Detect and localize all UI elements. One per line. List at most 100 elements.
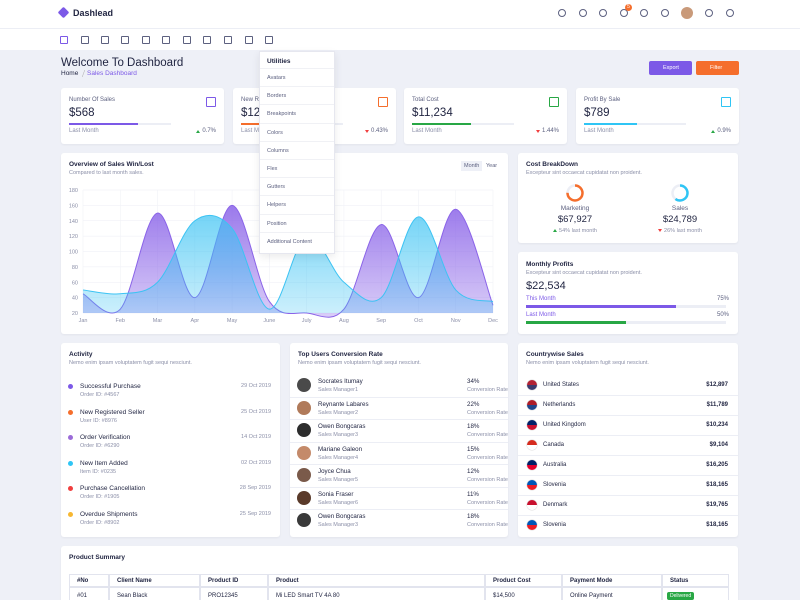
nav-icon[interactable] [162,36,170,44]
stat-period: Last Month [241,128,271,134]
action-button[interactable]: Export [649,61,692,75]
stat-change: 1.44% [541,128,559,134]
dropdown-divider [260,231,334,233]
x-tick-label: Aug [339,318,349,324]
nav-icon[interactable] [101,36,109,44]
user-rate: 34% [467,378,480,385]
header-icon[interactable] [640,9,648,17]
user-role: Sales Manager3 [318,432,359,438]
nav-icon[interactable] [81,36,89,44]
dropdown-item[interactable]: Gutters [267,184,286,191]
row-divider [290,464,508,465]
card-title: Countrywise Sales [526,351,584,358]
nav-icon[interactable] [224,36,232,44]
card-subtitle: Nemo enim ipsam voluptatem fugit sequi n… [69,360,192,366]
user-avatar [297,513,311,527]
header-icon[interactable] [726,9,734,17]
nav-icon[interactable] [245,36,253,44]
dropdown-item[interactable]: Borders [267,93,287,100]
bar-track [526,321,726,324]
cell: #01 [69,587,109,600]
dropdown-divider [260,213,334,215]
card-subtitle: Excepteur sint occaecat cupidatat non pr… [526,170,642,176]
header-icon[interactable] [705,9,713,17]
nav-icon[interactable] [142,36,150,44]
cell-text: Sean Black [117,593,148,599]
nav-icon[interactable] [265,36,273,44]
nav-icon[interactable] [203,36,211,44]
country-name: Australia [543,462,567,468]
dropdown-item[interactable]: Avatars [267,75,286,81]
toggle[interactable]: Month [461,161,483,171]
user-name: Owen Bongcaras [318,423,366,430]
profits-card: Monthly Profits Excepteur sint occaecat c… [518,252,738,334]
stat-period: Last Month [584,128,614,134]
dropdown-item[interactable]: Flex [267,166,278,172]
avatar[interactable] [681,7,693,19]
header-icon[interactable] [661,9,669,17]
y-tick-label: 60 [72,280,78,286]
dropdown-divider [260,86,334,88]
nav-icon[interactable] [121,36,129,44]
activity-date: 29 Oct 2019 [241,383,271,389]
dropdown-item[interactable]: Colors [267,129,283,136]
user-rate: 11% [467,490,479,498]
dropdown-item[interactable]: Position [267,220,287,227]
dropdown-divider [260,177,334,179]
activity-dot [68,435,73,440]
arrow-down [536,130,540,133]
header-cell: Product Cost [485,574,562,587]
users-card: Top Users Conversion Rate Nemo enim ipsam… [290,343,508,537]
cell: Delivered [662,587,729,600]
nav-icon[interactable] [183,36,191,44]
button-label: Filter [710,65,723,71]
activity-sub: User ID: #8976 [80,417,117,424]
cell: Online Payment [562,587,662,600]
activity-date: 25 Oct 2019 [241,408,271,415]
user-name: Joyce Chua [318,468,351,475]
header-icon[interactable] [558,9,566,17]
dropdown-item[interactable]: Additional Content [267,238,312,245]
progress-fill [412,123,472,125]
row-divider [518,515,738,516]
cell-text: $14,500 [493,593,515,599]
user-metric: Conversion Rate [467,387,508,393]
stat-icon [721,97,731,107]
stat-period: Last Month [69,128,99,134]
card-subtitle: Excepteur sint occaecat cupidatat non pr… [526,270,642,276]
user-rate: 22% [467,400,480,408]
toggle[interactable]: Year [486,163,498,169]
breadcrumb-home: Home [61,70,79,77]
user-avatar [297,378,311,392]
stat-value: $568 [69,107,95,119]
column-header: Client Name [117,578,152,584]
flag [527,500,537,510]
dropdown-item[interactable]: Breakpoints [267,111,297,118]
x-tick-label: Feb [116,318,125,324]
activity-dot [68,511,73,517]
nav-bar [0,29,800,50]
header-icon[interactable] [599,9,607,17]
action-button[interactable]: Filter [696,61,739,75]
header-icon[interactable] [579,9,587,17]
header-icon[interactable] [620,9,628,17]
dropdown-item[interactable]: Helpers [267,202,286,209]
profit-value: $22,534 [526,280,566,292]
stat-value: $11,234 [412,107,453,119]
row-divider [290,509,508,510]
cost-label: Marketing [560,205,590,212]
user-avatar [297,423,311,437]
dropdown-item[interactable]: Columns [267,147,289,154]
x-tick-label: Oct [414,318,423,324]
cart-badge: 5 [625,4,632,11]
cost-card: Cost BreakDown Excepteur sint occaecat cu… [518,153,738,243]
dropdown-divider [260,68,334,69]
nav-icon[interactable] [60,36,68,44]
bar-percent: 75% [716,296,729,302]
stat-icon [378,97,388,107]
logo-icon [57,6,70,19]
cost-label: Sales [671,205,689,212]
page-title: Welcome To Dashboard [61,57,184,69]
row-divider [518,415,738,416]
bar-fill [526,321,626,324]
